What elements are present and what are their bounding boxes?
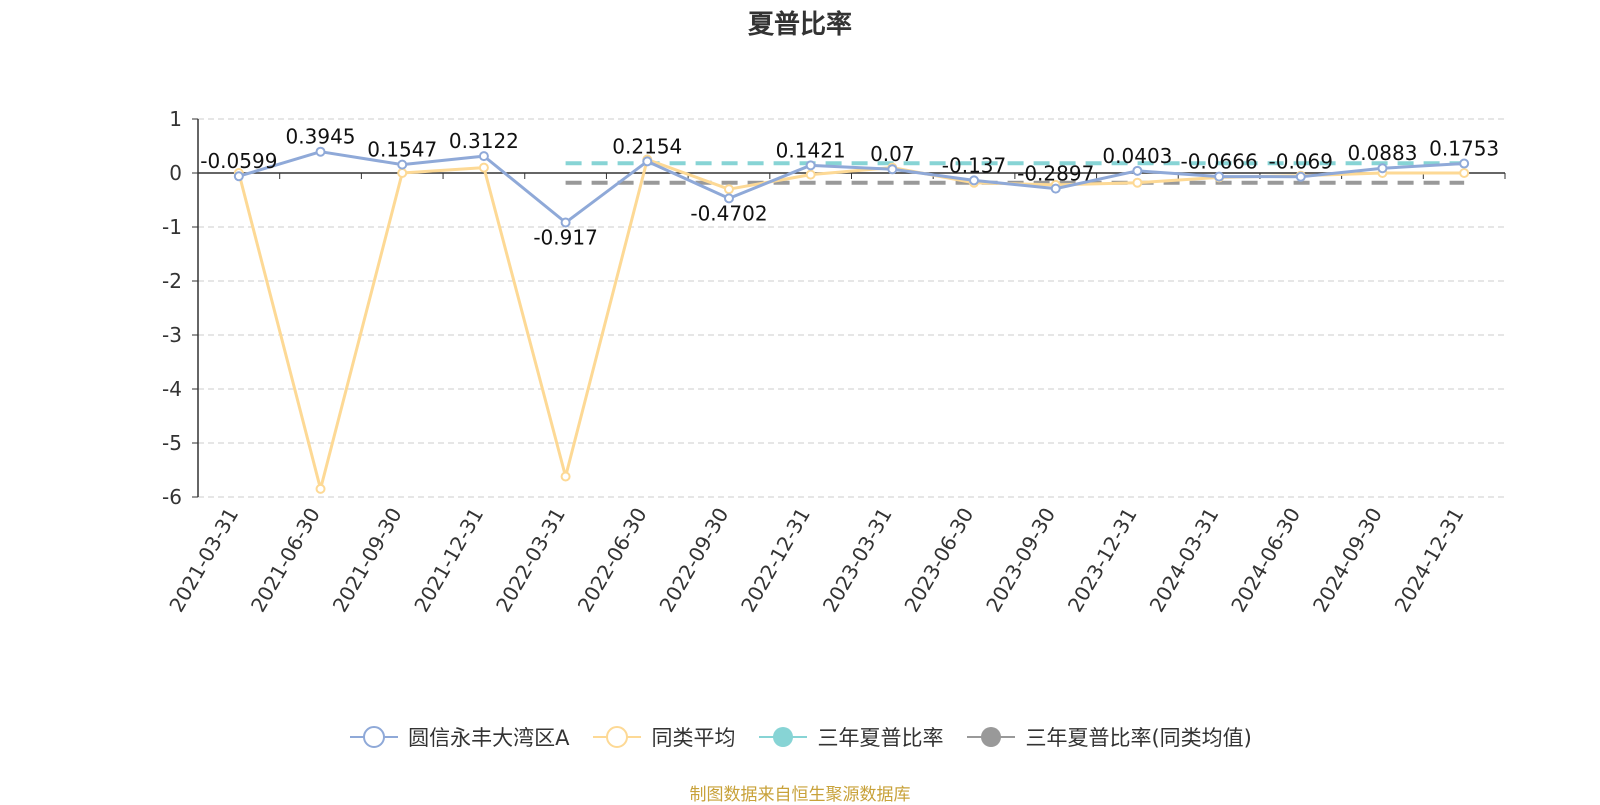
fund-point bbox=[1214, 171, 1225, 182]
data-label: 0.1547 bbox=[367, 138, 437, 162]
peer-average-point bbox=[805, 169, 816, 180]
data-label: -0.4702 bbox=[690, 201, 767, 225]
data-label: 0.0883 bbox=[1347, 141, 1417, 165]
data-label: 0.3945 bbox=[286, 125, 356, 149]
fund-point bbox=[1459, 158, 1470, 169]
fund-point bbox=[805, 160, 816, 171]
peer-average-point bbox=[1132, 177, 1143, 188]
data-label: 0.2154 bbox=[612, 134, 682, 158]
peer-average-point bbox=[560, 471, 571, 482]
fund-point bbox=[1132, 165, 1143, 176]
fund-point bbox=[397, 159, 408, 170]
y-tick-label: -2 bbox=[162, 269, 182, 293]
x-tick-label: 2022-12-31 bbox=[736, 504, 815, 617]
data-label: -0.069 bbox=[1269, 150, 1333, 174]
fund-point bbox=[1295, 171, 1306, 182]
x-tick-label: 2021-06-30 bbox=[246, 504, 325, 617]
x-tick-label: 2023-09-30 bbox=[981, 504, 1060, 617]
data-label: -0.0666 bbox=[1180, 150, 1257, 174]
data-label: 0.3122 bbox=[449, 129, 519, 153]
x-tick-label: 2023-12-31 bbox=[1063, 504, 1142, 617]
fund-point bbox=[969, 175, 980, 186]
fund-line bbox=[238, 150, 1465, 225]
data-source-note: 制图数据来自恒生聚源数据库 bbox=[689, 785, 911, 805]
legend-marker-peer-average bbox=[593, 726, 642, 748]
data-label: 0.0403 bbox=[1102, 144, 1172, 168]
data-label: 0.07 bbox=[870, 142, 915, 166]
legend-item-three-year-sharpe-peer[interactable]: 三年夏普比率(同类均值) bbox=[965, 722, 1252, 752]
fund-point bbox=[233, 171, 244, 182]
fund-point bbox=[1050, 183, 1061, 194]
fund-point bbox=[642, 156, 653, 167]
legend-item-peer-average[interactable]: 同类平均 bbox=[591, 722, 735, 752]
data-label: 0.1753 bbox=[1429, 137, 1499, 161]
data-label: 0.1421 bbox=[776, 138, 846, 162]
y-tick-label: -1 bbox=[162, 215, 182, 239]
x-tick-label: 2024-09-30 bbox=[1308, 504, 1387, 617]
y-tick-label: 1 bbox=[169, 107, 182, 131]
legend-label-fund: 圆信永丰大湾区A bbox=[408, 726, 570, 750]
data-label: -0.2897 bbox=[1017, 162, 1094, 186]
peer-average-point bbox=[478, 162, 489, 173]
chart-title: 夏普比率 bbox=[747, 10, 852, 40]
x-tick-label: 2024-12-31 bbox=[1390, 504, 1469, 617]
data-label: -0.917 bbox=[533, 226, 597, 250]
x-tick-label: 2021-09-30 bbox=[328, 504, 407, 617]
x-tick-label: 2022-09-30 bbox=[654, 504, 733, 617]
legend-label-three-year-sharpe-peer: 三年夏普比率(同类均值) bbox=[1025, 726, 1252, 750]
legend-marker-fund bbox=[350, 726, 399, 748]
x-tick-label: 2022-06-30 bbox=[573, 504, 652, 617]
legend-marker-three-year-sharpe bbox=[759, 727, 808, 747]
y-tick-label: 0 bbox=[169, 161, 182, 185]
peer-average-point bbox=[723, 184, 734, 195]
y-tick-label: -6 bbox=[162, 485, 182, 509]
legend-label-peer-average: 同类平均 bbox=[651, 726, 736, 750]
legend[interactable]: 圆信永丰大湾区A 同类平均 三年夏普比率 三年夏普比率(同类均值) bbox=[0, 722, 1600, 752]
y-tick-label: -5 bbox=[162, 431, 182, 455]
fund-point bbox=[478, 151, 489, 162]
y-tick-label: -3 bbox=[162, 323, 182, 347]
legend-marker-three-year-sharpe-peer bbox=[967, 727, 1016, 747]
fund-point bbox=[1377, 163, 1388, 174]
legend-label-three-year-sharpe: 三年夏普比率 bbox=[817, 726, 944, 750]
x-tick-label: 2023-03-31 bbox=[818, 504, 897, 617]
peer-average-line bbox=[237, 158, 1465, 491]
fund-point bbox=[723, 193, 734, 204]
fund-point bbox=[315, 146, 326, 157]
x-tick-label: 2023-06-30 bbox=[899, 504, 978, 617]
x-tick-label: 2021-03-31 bbox=[164, 504, 243, 617]
x-tick-label: 2022-03-31 bbox=[491, 504, 570, 617]
fund-point bbox=[560, 217, 571, 228]
data-label: -0.137 bbox=[942, 153, 1006, 177]
x-tick-label: 2024-06-30 bbox=[1226, 504, 1305, 617]
peer-average-point bbox=[315, 483, 326, 494]
peer-average-point bbox=[1459, 168, 1470, 178]
data-label: -0.0599 bbox=[200, 149, 277, 173]
fund-point bbox=[887, 164, 898, 175]
peer-average-point bbox=[397, 168, 408, 178]
legend-item-three-year-sharpe[interactable]: 三年夏普比率 bbox=[757, 722, 943, 752]
y-tick-label: -4 bbox=[162, 377, 182, 401]
x-tick-label: 2024-03-31 bbox=[1145, 504, 1224, 617]
x-tick-label: 2021-12-31 bbox=[409, 504, 488, 617]
legend-item-fund[interactable]: 圆信永丰大湾区A bbox=[348, 722, 569, 752]
